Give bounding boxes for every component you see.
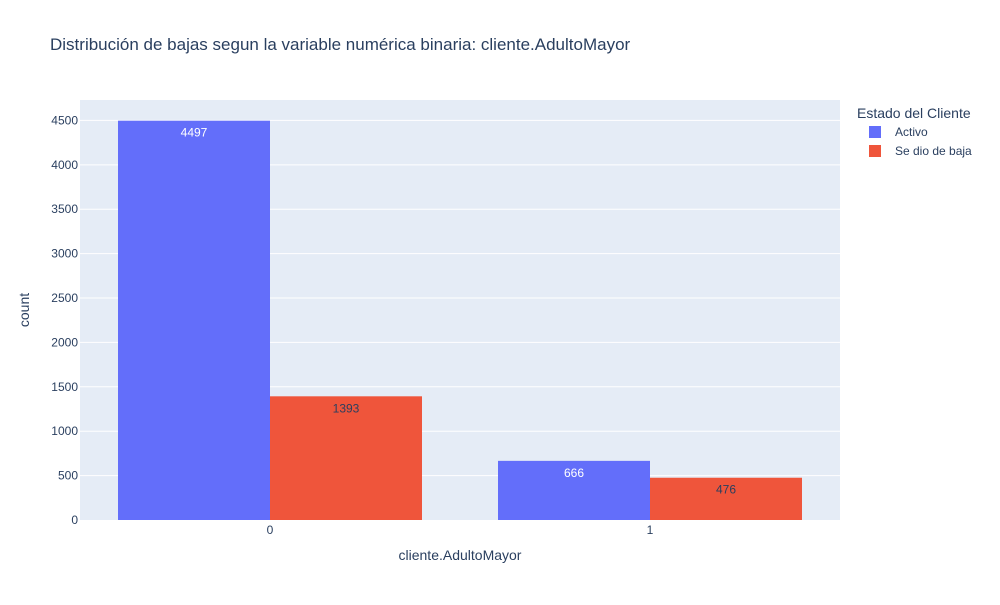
bar-activo-0[interactable] (118, 120, 270, 521)
y-tick-label: 1500 (51, 380, 78, 394)
legend-label[interactable]: Activo (895, 125, 928, 139)
data-label: 4497 (181, 126, 208, 140)
bar-baja-1[interactable] (650, 477, 802, 520)
data-label: 666 (564, 466, 584, 480)
y-axis-ticks: 0 500 1000 1500 2000 2500 3000 3500 4000 4500 (51, 113, 78, 527)
data-labels: 4497 1393 666 476 (181, 126, 737, 497)
y-tick-label: 2000 (51, 335, 78, 349)
legend-swatch[interactable] (869, 145, 881, 157)
y-tick-label: 0 (71, 513, 78, 527)
x-tick-label: 1 (647, 523, 654, 537)
legend-title: Estado del Cliente (857, 105, 971, 121)
data-label: 476 (716, 483, 736, 497)
y-tick-label: 4500 (51, 113, 78, 127)
bar-baja-0[interactable] (270, 396, 422, 520)
x-tick-label: 0 (267, 523, 274, 537)
bar-activo-1[interactable] (498, 460, 650, 520)
y-tick-label: 1000 (51, 424, 78, 438)
legend-label[interactable]: Se dio de baja (895, 144, 972, 158)
legend: Estado del Cliente Activo Se dio de baja (857, 105, 972, 158)
y-tick-label: 3500 (51, 202, 78, 216)
y-tick-label: 4000 (51, 158, 78, 172)
y-tick-label: 2500 (51, 291, 78, 305)
legend-items: Activo Se dio de baja (869, 125, 972, 158)
y-tick-label: 500 (58, 469, 78, 483)
bars (118, 120, 802, 521)
chart-title: Distribución de bajas segun la variable … (50, 35, 631, 54)
legend-swatch[interactable] (869, 126, 881, 138)
y-tick-label: 3000 (51, 247, 78, 261)
y-axis-title: count (16, 293, 32, 327)
data-label: 1393 (333, 401, 360, 415)
x-axis-title: cliente.AdultoMayor (399, 547, 522, 563)
